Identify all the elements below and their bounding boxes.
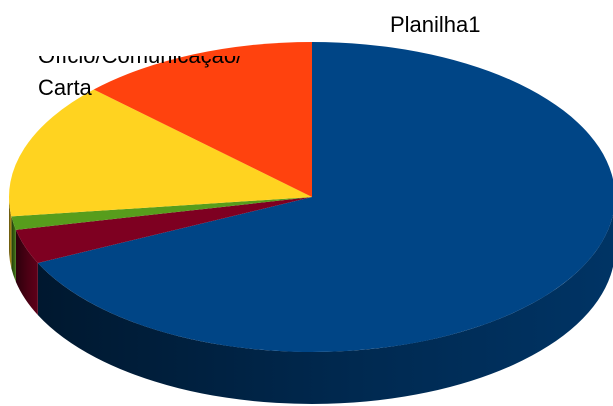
pie-slice-side-2 bbox=[11, 216, 16, 282]
pie-slice-4 bbox=[93, 42, 312, 197]
pie-slice-side-0 bbox=[37, 214, 613, 404]
pie-slice-side-3 bbox=[9, 197, 12, 269]
slice-label-line1: Ofício/Comunicação/ bbox=[38, 43, 243, 68]
pie-slice-side-1 bbox=[15, 229, 38, 315]
slice-label-line2: Carta bbox=[38, 75, 92, 100]
pie-slice-3 bbox=[9, 89, 313, 217]
pie-slice-0 bbox=[37, 42, 613, 352]
chart-title: Planilha1 bbox=[390, 12, 481, 37]
pie-slice-1 bbox=[15, 197, 313, 263]
pie-slice-2 bbox=[11, 197, 312, 230]
